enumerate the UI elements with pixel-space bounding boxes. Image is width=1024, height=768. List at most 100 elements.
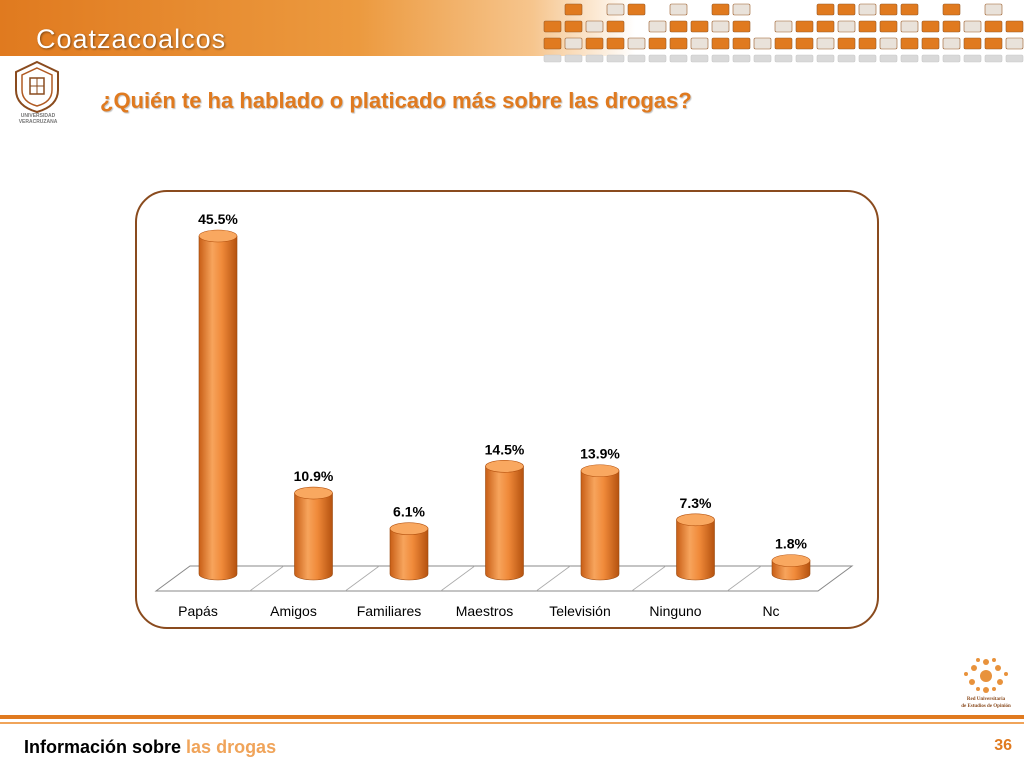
decorative-tile <box>606 3 625 16</box>
decorative-tile <box>921 37 940 50</box>
bar-top <box>294 486 333 500</box>
decorative-tile <box>942 3 961 16</box>
bar-body <box>485 465 524 581</box>
decorative-tile <box>837 54 856 63</box>
logo-caption: Red Universitaria de Estudios de Opinión <box>948 696 1024 710</box>
decorative-tile <box>606 20 625 33</box>
decorative-tile <box>1005 37 1024 50</box>
decorative-tile <box>963 37 982 50</box>
bar-top <box>771 554 811 567</box>
decorative-tile <box>711 37 730 50</box>
decorative-tile <box>879 54 898 63</box>
universidad-veracruzana-logo: UNIVERSIDAD VERACRUZANA <box>10 60 64 125</box>
bar-body <box>580 470 620 581</box>
decorative-tile <box>816 3 835 16</box>
decorative-tile <box>795 20 814 33</box>
category-divider <box>727 565 762 592</box>
logo-caption-line1: Red Universitaria <box>966 697 1006 702</box>
logo-caption: UNIVERSIDAD VERACRUZANA <box>18 113 58 125</box>
bar-top <box>389 522 429 535</box>
header-title: Coatzacoalcos <box>36 24 227 54</box>
decorative-tile <box>711 54 730 63</box>
footer-title: Información sobre las drogas <box>24 737 276 758</box>
decorative-tile <box>732 3 751 16</box>
bar <box>676 513 715 581</box>
decorative-tile <box>900 54 919 63</box>
decorative-tile <box>879 37 898 50</box>
bar <box>580 464 620 581</box>
decorative-tile <box>627 54 646 63</box>
category-divider <box>631 565 666 592</box>
chart-frame <box>135 190 879 629</box>
decorative-tile <box>837 3 856 16</box>
decorative-tile <box>921 20 940 33</box>
decorative-tile <box>963 54 982 63</box>
decorative-tile <box>648 20 667 33</box>
decorative-tile <box>984 54 1003 63</box>
decorative-tile <box>837 37 856 50</box>
decorative-tile <box>774 37 793 50</box>
data-label: 10.9% <box>294 468 334 484</box>
decorative-tile <box>837 20 856 33</box>
decorative-tile <box>564 3 583 16</box>
decorative-tile <box>816 54 835 63</box>
decorative-tile <box>711 20 730 33</box>
decorative-tile <box>942 54 961 63</box>
category-label: Televisión <box>549 603 610 619</box>
logo-caption-line2: de Estudios de Opinión <box>961 704 1011 709</box>
category-label: Familiares <box>357 603 422 619</box>
decorative-tile <box>984 20 1003 33</box>
decorative-tile <box>564 37 583 50</box>
decorative-tile <box>1005 54 1024 63</box>
decorative-tile <box>627 37 646 50</box>
category-divider <box>536 565 571 592</box>
decorative-tile <box>984 37 1003 50</box>
footer-title-primary: Información sobre <box>24 737 182 757</box>
decorative-tile <box>921 54 940 63</box>
category-label: Papás <box>178 603 218 619</box>
bar-top <box>676 513 715 527</box>
page-number: 36 <box>994 737 1012 754</box>
bar-top <box>485 459 524 473</box>
decorative-tile <box>753 37 772 50</box>
decorative-tile <box>585 54 604 63</box>
decorative-tile <box>900 20 919 33</box>
decorative-tile <box>690 20 709 33</box>
decorative-tile <box>732 37 751 50</box>
decorative-tile <box>816 20 835 33</box>
decorative-tile <box>669 54 688 63</box>
decorative-tile <box>648 54 667 63</box>
category-divider <box>440 565 475 592</box>
red-universitaria-logo: Red Universitaria de Estudios de Opinión <box>948 656 1024 714</box>
data-label: 1.8% <box>775 536 807 552</box>
data-label: 14.5% <box>485 441 525 457</box>
decorative-tile <box>669 37 688 50</box>
bar-body <box>198 235 238 581</box>
decorative-tiles <box>543 3 1024 63</box>
category-divider <box>249 565 284 592</box>
bar <box>389 522 429 581</box>
bar <box>485 459 524 581</box>
bar-body <box>676 519 715 581</box>
decorative-tile <box>1005 20 1024 33</box>
page-title: ¿Quién te ha hablado o platicado más sob… <box>100 88 692 113</box>
decorative-tile <box>858 54 877 63</box>
category-label: Ninguno <box>649 603 701 619</box>
decorative-tile <box>732 54 751 63</box>
data-label: 7.3% <box>680 495 712 511</box>
decorative-tile <box>690 54 709 63</box>
decorative-tile <box>543 54 562 63</box>
footer-title-accent: las drogas <box>186 737 277 757</box>
decorative-tile <box>963 20 982 33</box>
decorative-tile <box>543 20 562 33</box>
decorative-tile <box>900 3 919 16</box>
bar <box>198 229 238 581</box>
decorative-tile <box>543 37 562 50</box>
decorative-tile <box>627 3 646 16</box>
decorative-tile <box>879 3 898 16</box>
decorative-tile <box>858 37 877 50</box>
decorative-tile <box>564 20 583 33</box>
decorative-tile <box>942 20 961 33</box>
decorative-tile <box>858 20 877 33</box>
